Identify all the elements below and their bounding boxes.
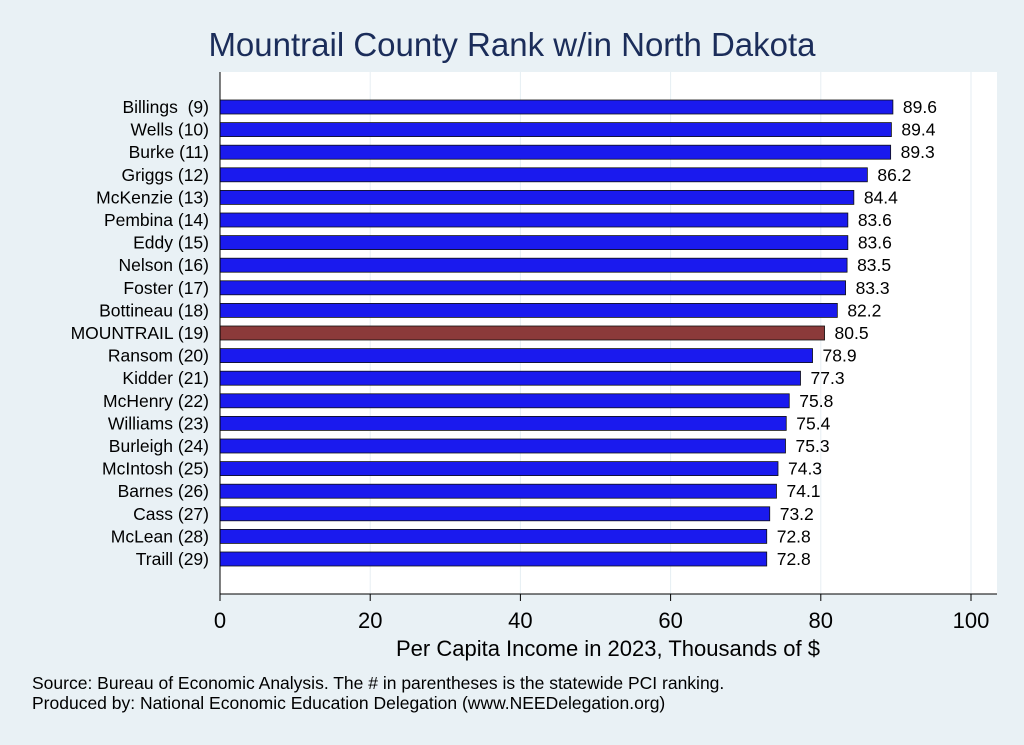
category-label: Burleigh (24) (109, 436, 209, 456)
category-label: Billings (9) (122, 97, 209, 117)
category-label: Eddy (15) (133, 233, 209, 253)
category-label: Nelson (16) (119, 255, 209, 275)
bar (219, 99, 894, 115)
value-label: 72.8 (777, 526, 811, 546)
bar (219, 212, 849, 228)
x-axis-title: Per Capita Income in 2023, Thousands of … (396, 636, 820, 661)
value-label: 75.4 (796, 413, 830, 433)
category-label: Ransom (20) (108, 346, 209, 366)
value-label: 83.5 (857, 255, 891, 275)
value-label: 86.2 (877, 165, 911, 185)
value-label: 89.3 (901, 142, 935, 162)
category-label: Griggs (12) (121, 165, 209, 185)
bar (219, 529, 768, 544)
value-label: 73.2 (780, 504, 814, 524)
chart-title: Mountrail County Rank w/in North Dakota (208, 26, 816, 63)
category-label: Burke (11) (129, 142, 209, 162)
category-label: Foster (17) (123, 278, 209, 298)
category-label: Cass (27) (133, 504, 209, 524)
value-label: 89.6 (903, 97, 937, 117)
bar (219, 551, 768, 567)
x-tick-label: 80 (809, 608, 833, 633)
bar (219, 415, 787, 431)
value-label: 80.5 (835, 323, 869, 343)
category-labels: Billings (9) Wells (10)Burke (11) Griggs (… (71, 97, 209, 569)
value-label: 77.3 (811, 368, 845, 388)
value-label: 82.2 (847, 300, 881, 320)
category-label: McKenzie (13) (96, 187, 209, 207)
value-label: 84.4 (864, 187, 898, 207)
bar (219, 235, 849, 251)
bar (219, 144, 892, 160)
category-label: MOUNTRAIL (19) (71, 323, 209, 343)
value-label: 89.4 (901, 120, 935, 140)
category-label: McLean (28) (111, 526, 209, 546)
value-label: 74.1 (786, 481, 820, 501)
value-label: 83.6 (858, 233, 892, 253)
x-tick-label: 40 (508, 608, 532, 633)
category-label: Bottineau (18) (99, 300, 209, 320)
bar (219, 506, 771, 522)
bar (219, 393, 790, 409)
bar (219, 257, 848, 273)
bar (219, 438, 786, 454)
bar (219, 483, 777, 499)
value-labels: 89.689.489.386.284.483.683.683.583.382.2… (777, 97, 937, 569)
bar (219, 302, 838, 318)
source-note: Source: Bureau of Economic Analysis. The… (32, 673, 725, 693)
value-label: 74.3 (788, 459, 822, 479)
category-label: Barnes (26) (118, 481, 209, 501)
bar (219, 167, 868, 183)
value-label: 78.9 (823, 346, 857, 366)
x-tick-label: 20 (358, 608, 382, 633)
x-axis-ticks: 0 20 40 60 80 100 (214, 594, 989, 633)
category-label: Wells (10) (131, 120, 209, 140)
category-label: McIntosh (25) (102, 459, 209, 479)
value-label: 83.6 (858, 210, 892, 230)
category-label: McHenry (22) (103, 391, 209, 411)
bar (219, 461, 779, 477)
value-label: 83.3 (856, 278, 890, 298)
x-tick-label: 60 (658, 608, 682, 633)
bars (219, 99, 894, 567)
bar-highlight (219, 325, 825, 341)
bar (219, 280, 846, 296)
category-label: Kidder (21) (122, 368, 209, 388)
bar (219, 189, 855, 205)
x-tick-label: 0 (214, 608, 226, 633)
bar (219, 348, 813, 364)
value-label: 75.8 (799, 391, 833, 411)
value-label: 75.3 (796, 436, 830, 456)
category-label: Traill (29) (136, 549, 209, 569)
value-label: 72.8 (777, 549, 811, 569)
producer-note: Produced by: National Economic Education… (32, 693, 666, 713)
bar (219, 122, 892, 137)
x-tick-label: 100 (953, 608, 990, 633)
category-label: Williams (23) (108, 413, 209, 433)
category-label: Pembina (14) (104, 210, 209, 230)
bar (219, 370, 801, 386)
